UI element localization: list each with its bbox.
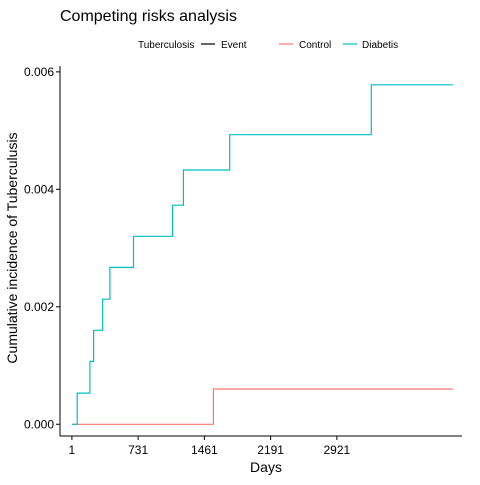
legend-title: Tuberculosis: [138, 40, 194, 51]
chart-title: Competing risks analysis: [60, 8, 237, 25]
y-tick-label: 0.004: [24, 182, 54, 196]
legend-label-control: Control: [299, 40, 331, 51]
x-tick-label: 2921: [324, 443, 351, 457]
y-axis-title: Cumulative incidence of Tuberculusis: [4, 132, 20, 363]
x-axis-title: Days: [250, 459, 282, 475]
x-tick-label: 731: [128, 443, 148, 457]
series-line-diabetis: [71, 84, 453, 425]
legend-label-diabetis: Diabetis: [362, 40, 398, 51]
x-tick-label: 1461: [191, 443, 218, 457]
y-tick-label: 0.002: [24, 300, 54, 314]
legend-label-event: Event: [221, 40, 247, 51]
plot-lines: [71, 84, 453, 425]
y-tick-label: 0.000: [24, 417, 54, 431]
y-tick-label: 0.006: [24, 65, 54, 79]
axes: 0.000 0.002 0.004 0.006 1 731 1461 2191 2921: [24, 65, 462, 457]
legend: Tuberculosis Event Control Diabetis: [138, 40, 398, 51]
series-line-control: [71, 388, 453, 425]
x-tick-label: 1: [69, 443, 76, 457]
x-tick-label: 2191: [257, 443, 284, 457]
